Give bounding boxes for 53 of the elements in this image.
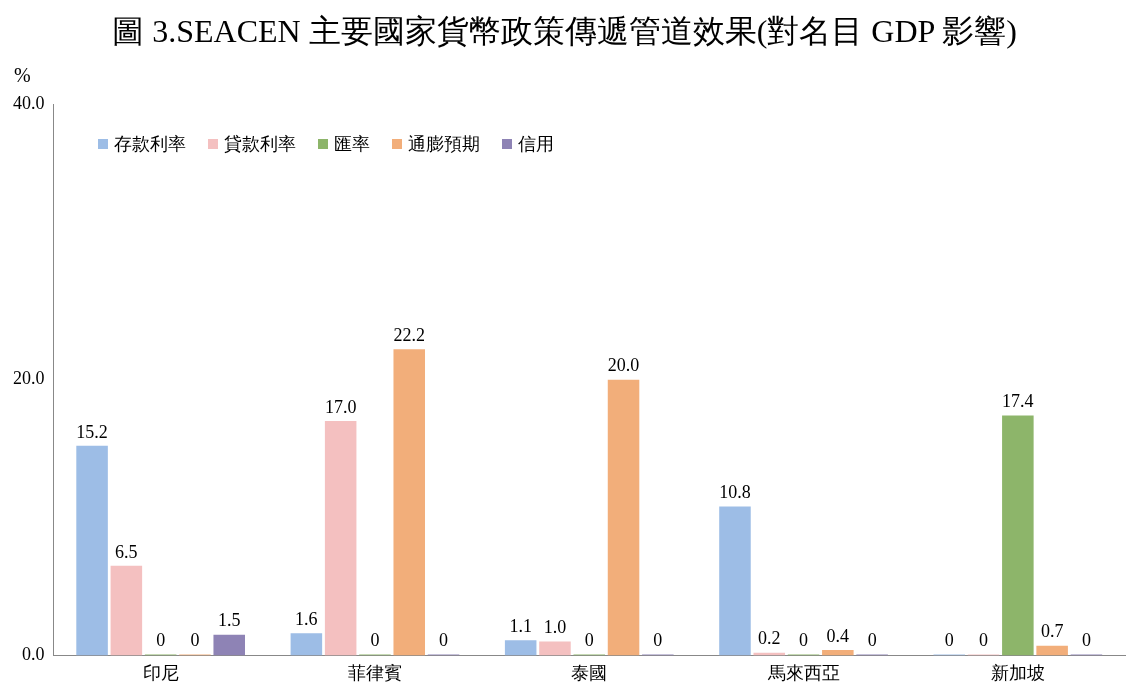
bar — [539, 641, 571, 656]
data-label: 0 — [867, 630, 877, 651]
y-tick-label: 20.0 — [13, 368, 45, 389]
legend-label: 貸款利率 — [223, 133, 296, 156]
data-label: 1.6 — [295, 609, 318, 630]
y-axis-title: % — [14, 64, 31, 86]
data-label: 0 — [156, 630, 166, 651]
legend-label: 存款利率 — [113, 133, 186, 156]
bar — [607, 379, 640, 656]
data-label: 0 — [979, 630, 989, 651]
y-tick-label: 40.0 — [13, 92, 45, 113]
data-label: 0 — [1081, 630, 1091, 651]
data-label: 15.2 — [76, 421, 108, 442]
legend-label: 匯率 — [333, 133, 370, 156]
data-label: 1.5 — [217, 610, 241, 631]
x-tick-label: 菲律賓 — [347, 662, 402, 683]
bar — [1036, 645, 1068, 656]
bar — [504, 640, 537, 656]
data-label: 0 — [439, 630, 449, 651]
chart-title: 圖 3.SEACEN 主要國家貨幣政策傳遞管道效果(對名目 GDP 影響) — [111, 12, 1018, 51]
data-label: 0 — [653, 630, 663, 651]
data-label: 20.0 — [607, 355, 640, 376]
data-label: 0.7 — [1040, 621, 1064, 642]
bar — [76, 445, 108, 656]
bar — [1002, 415, 1034, 656]
data-label: 6.5 — [115, 541, 138, 562]
x-tick-label: 馬來西亞 — [766, 662, 840, 683]
bar — [213, 634, 245, 656]
data-label: 0 — [190, 630, 200, 651]
data-label: 0 — [584, 630, 594, 651]
data-label: 22.2 — [393, 325, 425, 346]
bar — [110, 565, 143, 656]
x-tick-label: 新加坡 — [990, 662, 1045, 683]
data-label: 17.0 — [324, 396, 357, 417]
bar — [324, 421, 357, 656]
bar — [393, 349, 426, 656]
data-label: 10.8 — [719, 482, 751, 503]
bar — [719, 506, 751, 656]
data-label: 0.4 — [826, 625, 850, 646]
data-label: 0 — [370, 630, 380, 651]
data-label: 17.4 — [1002, 391, 1034, 412]
data-label: 1.1 — [509, 615, 532, 636]
data-label: 1.0 — [543, 617, 567, 638]
data-label: 0 — [944, 630, 954, 651]
bar — [822, 649, 854, 656]
legend-label: 通膨預期 — [407, 133, 480, 156]
x-tick-label: 印尼 — [142, 662, 179, 683]
x-tick-label: 泰國 — [571, 662, 608, 683]
data-label: 0.2 — [758, 628, 781, 649]
data-label: 0 — [799, 630, 809, 651]
y-tick-label: 0.0 — [22, 644, 45, 665]
legend-label: 信用 — [517, 133, 554, 156]
bar — [290, 633, 323, 656]
